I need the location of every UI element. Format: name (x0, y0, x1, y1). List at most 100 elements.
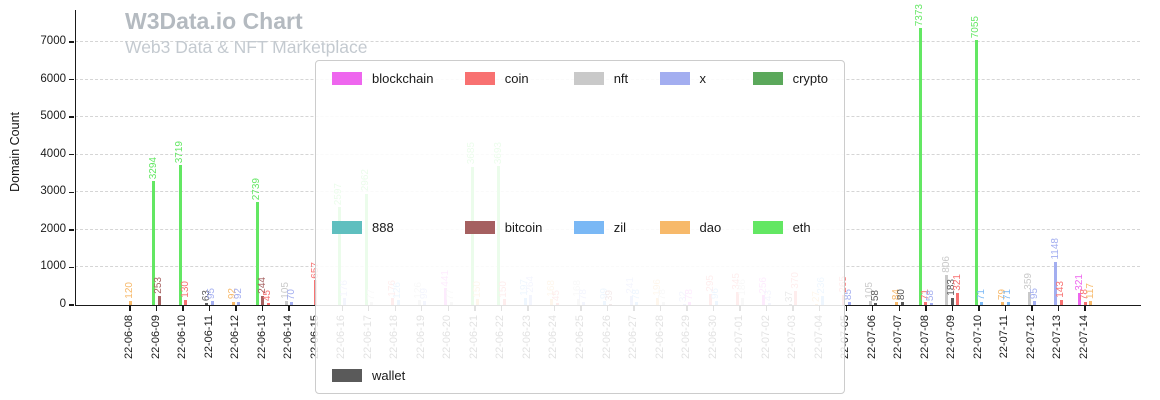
y-tick-mark (69, 304, 74, 306)
bar-value-label: 3719 (174, 141, 186, 164)
x-tick-mark (235, 306, 237, 311)
x-tick-label: 22-07-07 (892, 315, 905, 360)
legend-label: x (699, 71, 707, 86)
legend-item-bitcoin: bitcoin (464, 220, 542, 235)
bar-wallet (900, 302, 904, 305)
bar-value-label: 71 (1002, 289, 1014, 301)
y-tick-mark (69, 229, 74, 231)
legend-label: eth (792, 219, 811, 235)
legend-label: crypto (792, 71, 828, 86)
gridline (75, 41, 1140, 42)
x-tick-mark (1004, 306, 1007, 311)
x-tick-label: 22-07-12 (1024, 315, 1037, 360)
legend-swatch-icon (464, 72, 495, 85)
y-tick-mark (69, 191, 74, 193)
bar-coin (266, 303, 270, 305)
bar-nft (284, 301, 288, 305)
bar-dao (231, 301, 235, 305)
bar-value-label: 321 (951, 274, 963, 291)
bar-zil (1006, 302, 1010, 305)
bar-dao (1001, 302, 1005, 305)
bar-coin (1059, 299, 1063, 305)
y-tick-label: 7000 (40, 35, 66, 47)
legend-item-wallet: wallet (332, 368, 433, 383)
bar-nft (868, 301, 872, 305)
bar-x (210, 301, 214, 305)
bar-dao (1089, 300, 1092, 305)
bar-value-label: 1148 (1049, 238, 1061, 260)
legend-item-888: 888 (332, 220, 433, 235)
y-tick-mark (69, 78, 74, 81)
y-tick-mark (69, 266, 74, 269)
x-tick-mark (898, 306, 900, 311)
legend-swatch-icon (573, 72, 604, 85)
bar-wallet (874, 302, 878, 305)
x-tick-mark (951, 306, 954, 311)
bar-zil (980, 302, 984, 305)
bar-value-label: 359 (1023, 272, 1035, 290)
legend-item-dao: dao (659, 220, 721, 235)
bar-x (237, 301, 241, 305)
x-tick-label: 22-06-13 (255, 315, 268, 360)
x-tick-label: 22-06-14 (282, 315, 295, 360)
legend-label: blockchain (372, 71, 434, 86)
x-tick-mark (872, 306, 874, 311)
x-tick-mark (155, 306, 158, 311)
x-tick-label: 22-06-10 (176, 315, 189, 360)
y-tick-mark (69, 154, 74, 156)
legend-label: 888 (372, 219, 394, 235)
bar-x (1033, 301, 1037, 305)
legend-label: wallet (372, 368, 406, 383)
legend-swatch-icon (752, 72, 783, 85)
legend-label: coin (504, 71, 529, 86)
legend-item-coin: coin (464, 71, 543, 86)
bar-wallet (205, 302, 209, 305)
bar-dao (128, 300, 132, 305)
x-tick-mark (1057, 306, 1060, 311)
x-tick-label: 22-07-09 (945, 315, 958, 360)
legend-swatch-icon (659, 72, 690, 85)
x-tick-label: 22-07-08 (918, 315, 931, 360)
bar-value-label: 117 (1084, 282, 1096, 299)
bar-eth (255, 202, 259, 305)
chart-title: W3Data.io Chart (125, 8, 303, 34)
x-tick-label: 22-06-09 (149, 315, 162, 360)
bar-value-label: 58 (925, 289, 937, 301)
bar-nft (1027, 291, 1031, 305)
bar-eth (974, 39, 978, 305)
bar-x (847, 301, 851, 305)
legend-swatch-icon (659, 220, 690, 234)
bar-value-label: 71 (975, 289, 987, 301)
x-tick-mark (978, 306, 980, 311)
bar-nft (945, 274, 949, 305)
y-tick-label: 3000 (40, 185, 66, 198)
legend-swatch-icon (752, 220, 783, 234)
x-tick-label: 22-07-14 (1078, 315, 1090, 360)
x-tick-mark (208, 306, 211, 311)
bar-wallet (950, 298, 954, 305)
y-axis-line (75, 10, 76, 306)
y-tick-label: 2000 (40, 222, 66, 235)
bar-value-label: 806 (940, 256, 952, 273)
legend-label: nft (613, 71, 629, 86)
x-tick-label: 22-06-11 (202, 315, 215, 359)
y-tick-label: 1000 (40, 260, 66, 273)
legend-item-blockchain: blockchain (332, 71, 433, 86)
bar-x (929, 302, 933, 305)
x-tick-mark (845, 306, 847, 311)
x-tick-mark (925, 306, 927, 311)
legend-item-nft: nft (573, 71, 629, 86)
bar-value-label: 3294 (147, 157, 159, 180)
bar-value-label: 253 (153, 276, 165, 294)
bar-coin (956, 292, 960, 305)
x-tick-mark (1084, 306, 1086, 311)
bar-eth (152, 181, 156, 305)
bar-coin (924, 302, 928, 305)
bar-value-label: 95 (1028, 288, 1040, 300)
bar-value-label: 95 (206, 288, 218, 300)
bar-value-label: 70 (285, 289, 297, 301)
legend-swatch-icon (573, 220, 604, 234)
bar-value-label: 7373 (914, 3, 926, 26)
y-tick-mark (69, 116, 74, 118)
x-tick-mark (261, 306, 264, 311)
